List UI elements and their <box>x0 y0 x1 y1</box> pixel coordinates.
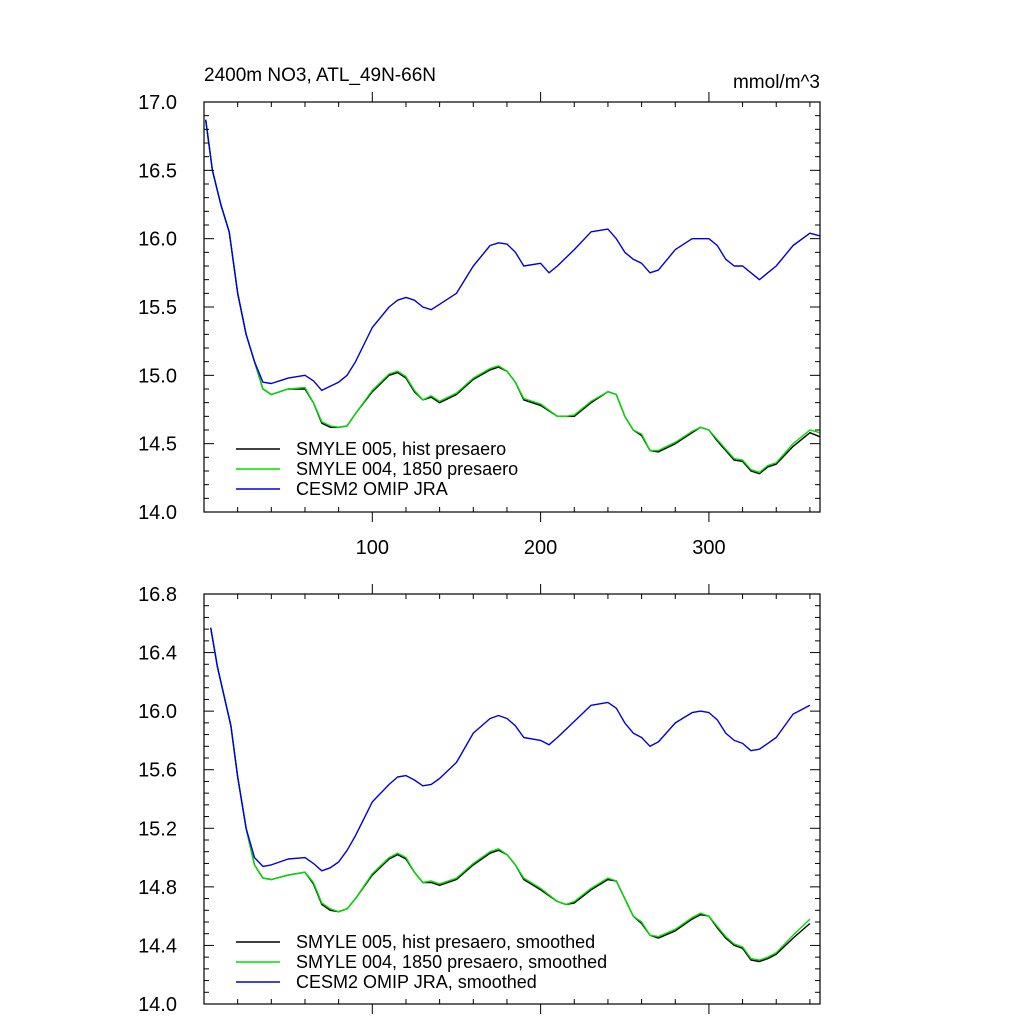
y-tick-label: 14.4 <box>138 935 177 957</box>
legend-label-1: SMYLE 005, hist presaero <box>296 439 506 459</box>
series-line-3 <box>210 627 811 872</box>
legend-label-1: SMYLE 005, hist presaero, smoothed <box>296 932 595 952</box>
legend-label-3: CESM2 OMIP JRA <box>296 479 448 499</box>
y-tick-label: 15.5 <box>138 297 177 319</box>
legend-label-3: CESM2 OMIP JRA, smoothed <box>296 972 537 992</box>
y-tick-label: 16.0 <box>138 701 177 723</box>
y-tick-label: 16.4 <box>138 643 177 665</box>
bottom-plot-area <box>203 593 821 1005</box>
y-tick-label: 14.0 <box>138 994 177 1016</box>
units-label: mmol/m^3 <box>733 72 820 93</box>
y-tick-label: 16.8 <box>138 584 177 606</box>
legend-label-2: SMYLE 004, 1850 presaero <box>296 459 518 479</box>
series-line-1 <box>205 119 821 475</box>
x-tick-label: 100 <box>356 537 389 559</box>
series-line-2 <box>210 627 811 961</box>
legend-label-2: SMYLE 004, 1850 presaero, smoothed <box>296 952 607 972</box>
y-tick-label: 15.6 <box>138 760 177 782</box>
y-tick-label: 14.8 <box>138 877 177 899</box>
y-tick-label: 15.0 <box>138 365 177 387</box>
bottom-ticks-layer: 14.0 14.4 14.8 15.2 15.6 16.0 16.4 16.8 <box>138 584 820 1016</box>
top-ticks-layer: 14.0 14.5 15.0 15.5 16.0 16.5 17.0 100 200 300 <box>138 92 820 559</box>
top-series-layer <box>205 119 821 475</box>
bottom-panel: 14.0 14.4 14.8 15.2 15.6 16.0 16.4 16.8 SMYLE 0… <box>138 584 821 1016</box>
y-tick-label: 14.0 <box>138 502 177 524</box>
x-tick-label: 300 <box>692 537 725 559</box>
bottom-legend: SMYLE 005, hist presaero, smoothedSMYLE … <box>236 932 607 992</box>
series-line-2 <box>205 119 821 474</box>
y-tick-label: 17.0 <box>138 92 177 114</box>
y-tick-label: 15.2 <box>138 818 177 840</box>
series-line-3 <box>205 119 821 392</box>
y-tick-label: 14.5 <box>138 434 177 456</box>
chart-title: 2400m NO3, ATL_49N-66N <box>204 65 436 86</box>
series-line-1 <box>210 627 811 963</box>
x-tick-label: 200 <box>524 537 557 559</box>
y-tick-label: 16.5 <box>138 160 177 182</box>
top-panel: 14.0 14.5 15.0 15.5 16.0 16.5 17.0 100 200 300 SM… <box>138 92 821 559</box>
bottom-plot-frame <box>203 593 821 1005</box>
bottom-series-layer <box>210 627 811 963</box>
y-tick-label: 16.0 <box>138 229 177 251</box>
